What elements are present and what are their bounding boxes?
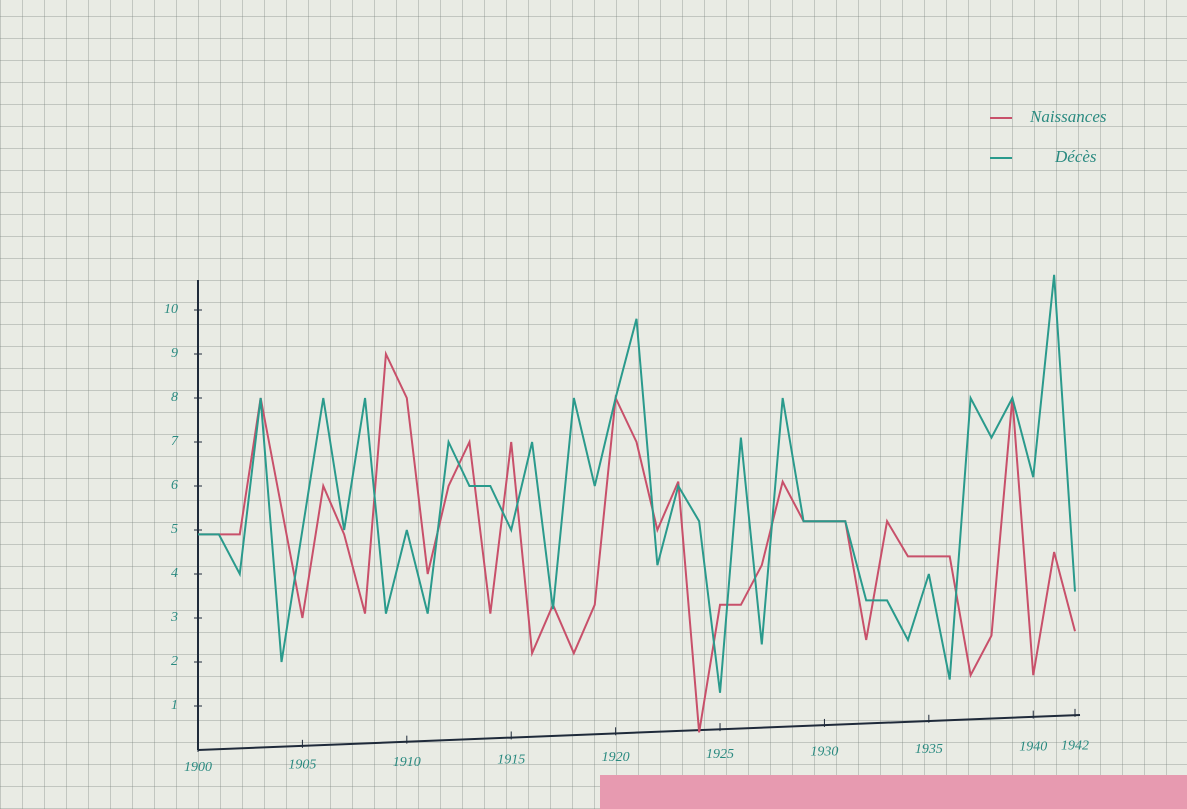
legend-label: Décès: [1054, 147, 1097, 166]
y-tick-label: 1: [171, 698, 178, 713]
y-tick-label: 7: [171, 434, 179, 449]
y-tick-label: 2: [171, 654, 178, 669]
x-tick-label: 1915: [497, 752, 525, 767]
y-tick-label: 9: [171, 346, 178, 361]
y-tick-label: 8: [171, 390, 178, 405]
x-tick-label: 1920: [602, 750, 630, 765]
x-tick-label: 1942: [1061, 738, 1089, 753]
legend-label: Naissances: [1029, 107, 1107, 126]
y-tick-label: 4: [171, 566, 178, 581]
y-tick-label: 5: [171, 522, 178, 537]
x-tick-label: 1900: [184, 760, 212, 775]
pink-strip: [600, 775, 1187, 809]
x-tick-label: 1935: [915, 742, 943, 757]
y-tick-label: 3: [170, 610, 178, 625]
x-tick-label: 1940: [1019, 739, 1047, 754]
y-tick-label: 10: [164, 302, 178, 317]
series-line: [198, 274, 1076, 693]
series-line: [198, 350, 1076, 733]
x-tick-label: 1925: [706, 747, 734, 762]
x-tick-label: 1905: [288, 758, 316, 773]
y-tick-label: 6: [171, 478, 178, 493]
x-tick-label: 1930: [810, 745, 838, 760]
x-tick-label: 1910: [393, 755, 421, 770]
x-axis: [197, 714, 1081, 751]
